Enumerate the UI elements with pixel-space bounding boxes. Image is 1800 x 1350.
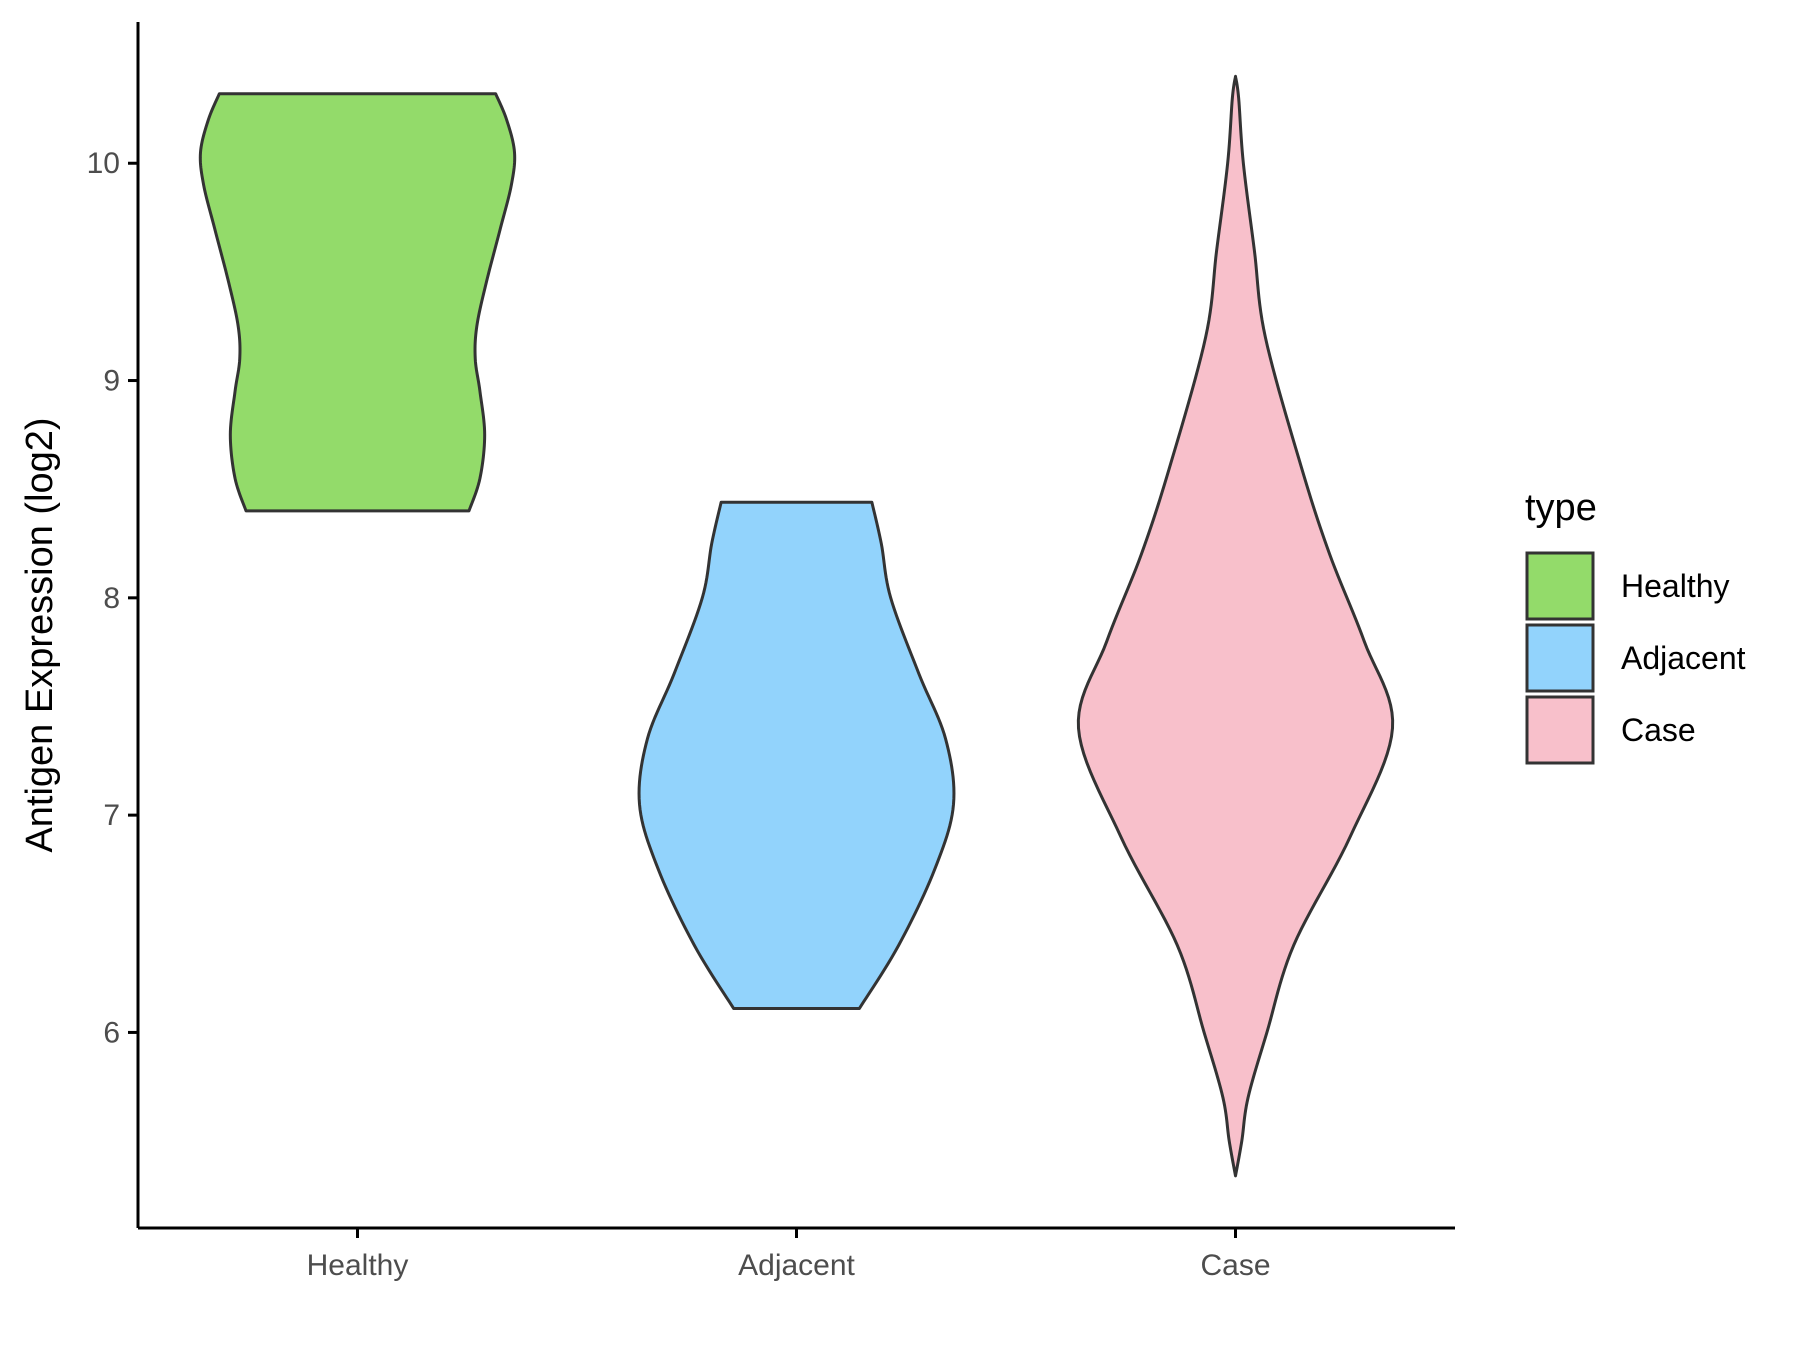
- violins: [198, 74, 1395, 1178]
- violin-case: [1076, 74, 1395, 1178]
- y-tick-label: 6: [103, 1016, 120, 1049]
- y-axis-title: Antigen Expression (log2): [19, 417, 61, 852]
- legend-label-adjacent: Adjacent: [1621, 640, 1746, 676]
- legend-label-healthy: Healthy: [1621, 568, 1730, 604]
- legend-entries: Healthy Adjacent Case: [1525, 551, 1746, 765]
- violin-healthy: [198, 92, 517, 513]
- x-tick-label-case: Case: [1200, 1249, 1270, 1282]
- y-tick-label: 10: [87, 147, 120, 180]
- legend: type Healthy Adjacent Case: [1525, 487, 1746, 765]
- x-tick-label-adjacent: Adjacent: [738, 1249, 855, 1282]
- legend-key-case: [1525, 695, 1595, 765]
- violin-adjacent: [637, 500, 956, 1011]
- y-tick-label: 8: [103, 582, 120, 615]
- y-ticks: 6 7 8 9 10: [87, 147, 138, 1049]
- y-tick-label: 9: [103, 365, 120, 398]
- x-tick-label-healthy: Healthy: [307, 1249, 409, 1282]
- y-tick-label: 7: [103, 799, 120, 832]
- x-ticks: Healthy Adjacent Case: [307, 1228, 1271, 1282]
- legend-title: type: [1525, 487, 1597, 529]
- legend-key-healthy: [1525, 551, 1595, 621]
- legend-label-case: Case: [1621, 712, 1696, 748]
- legend-key-adjacent: [1525, 623, 1595, 693]
